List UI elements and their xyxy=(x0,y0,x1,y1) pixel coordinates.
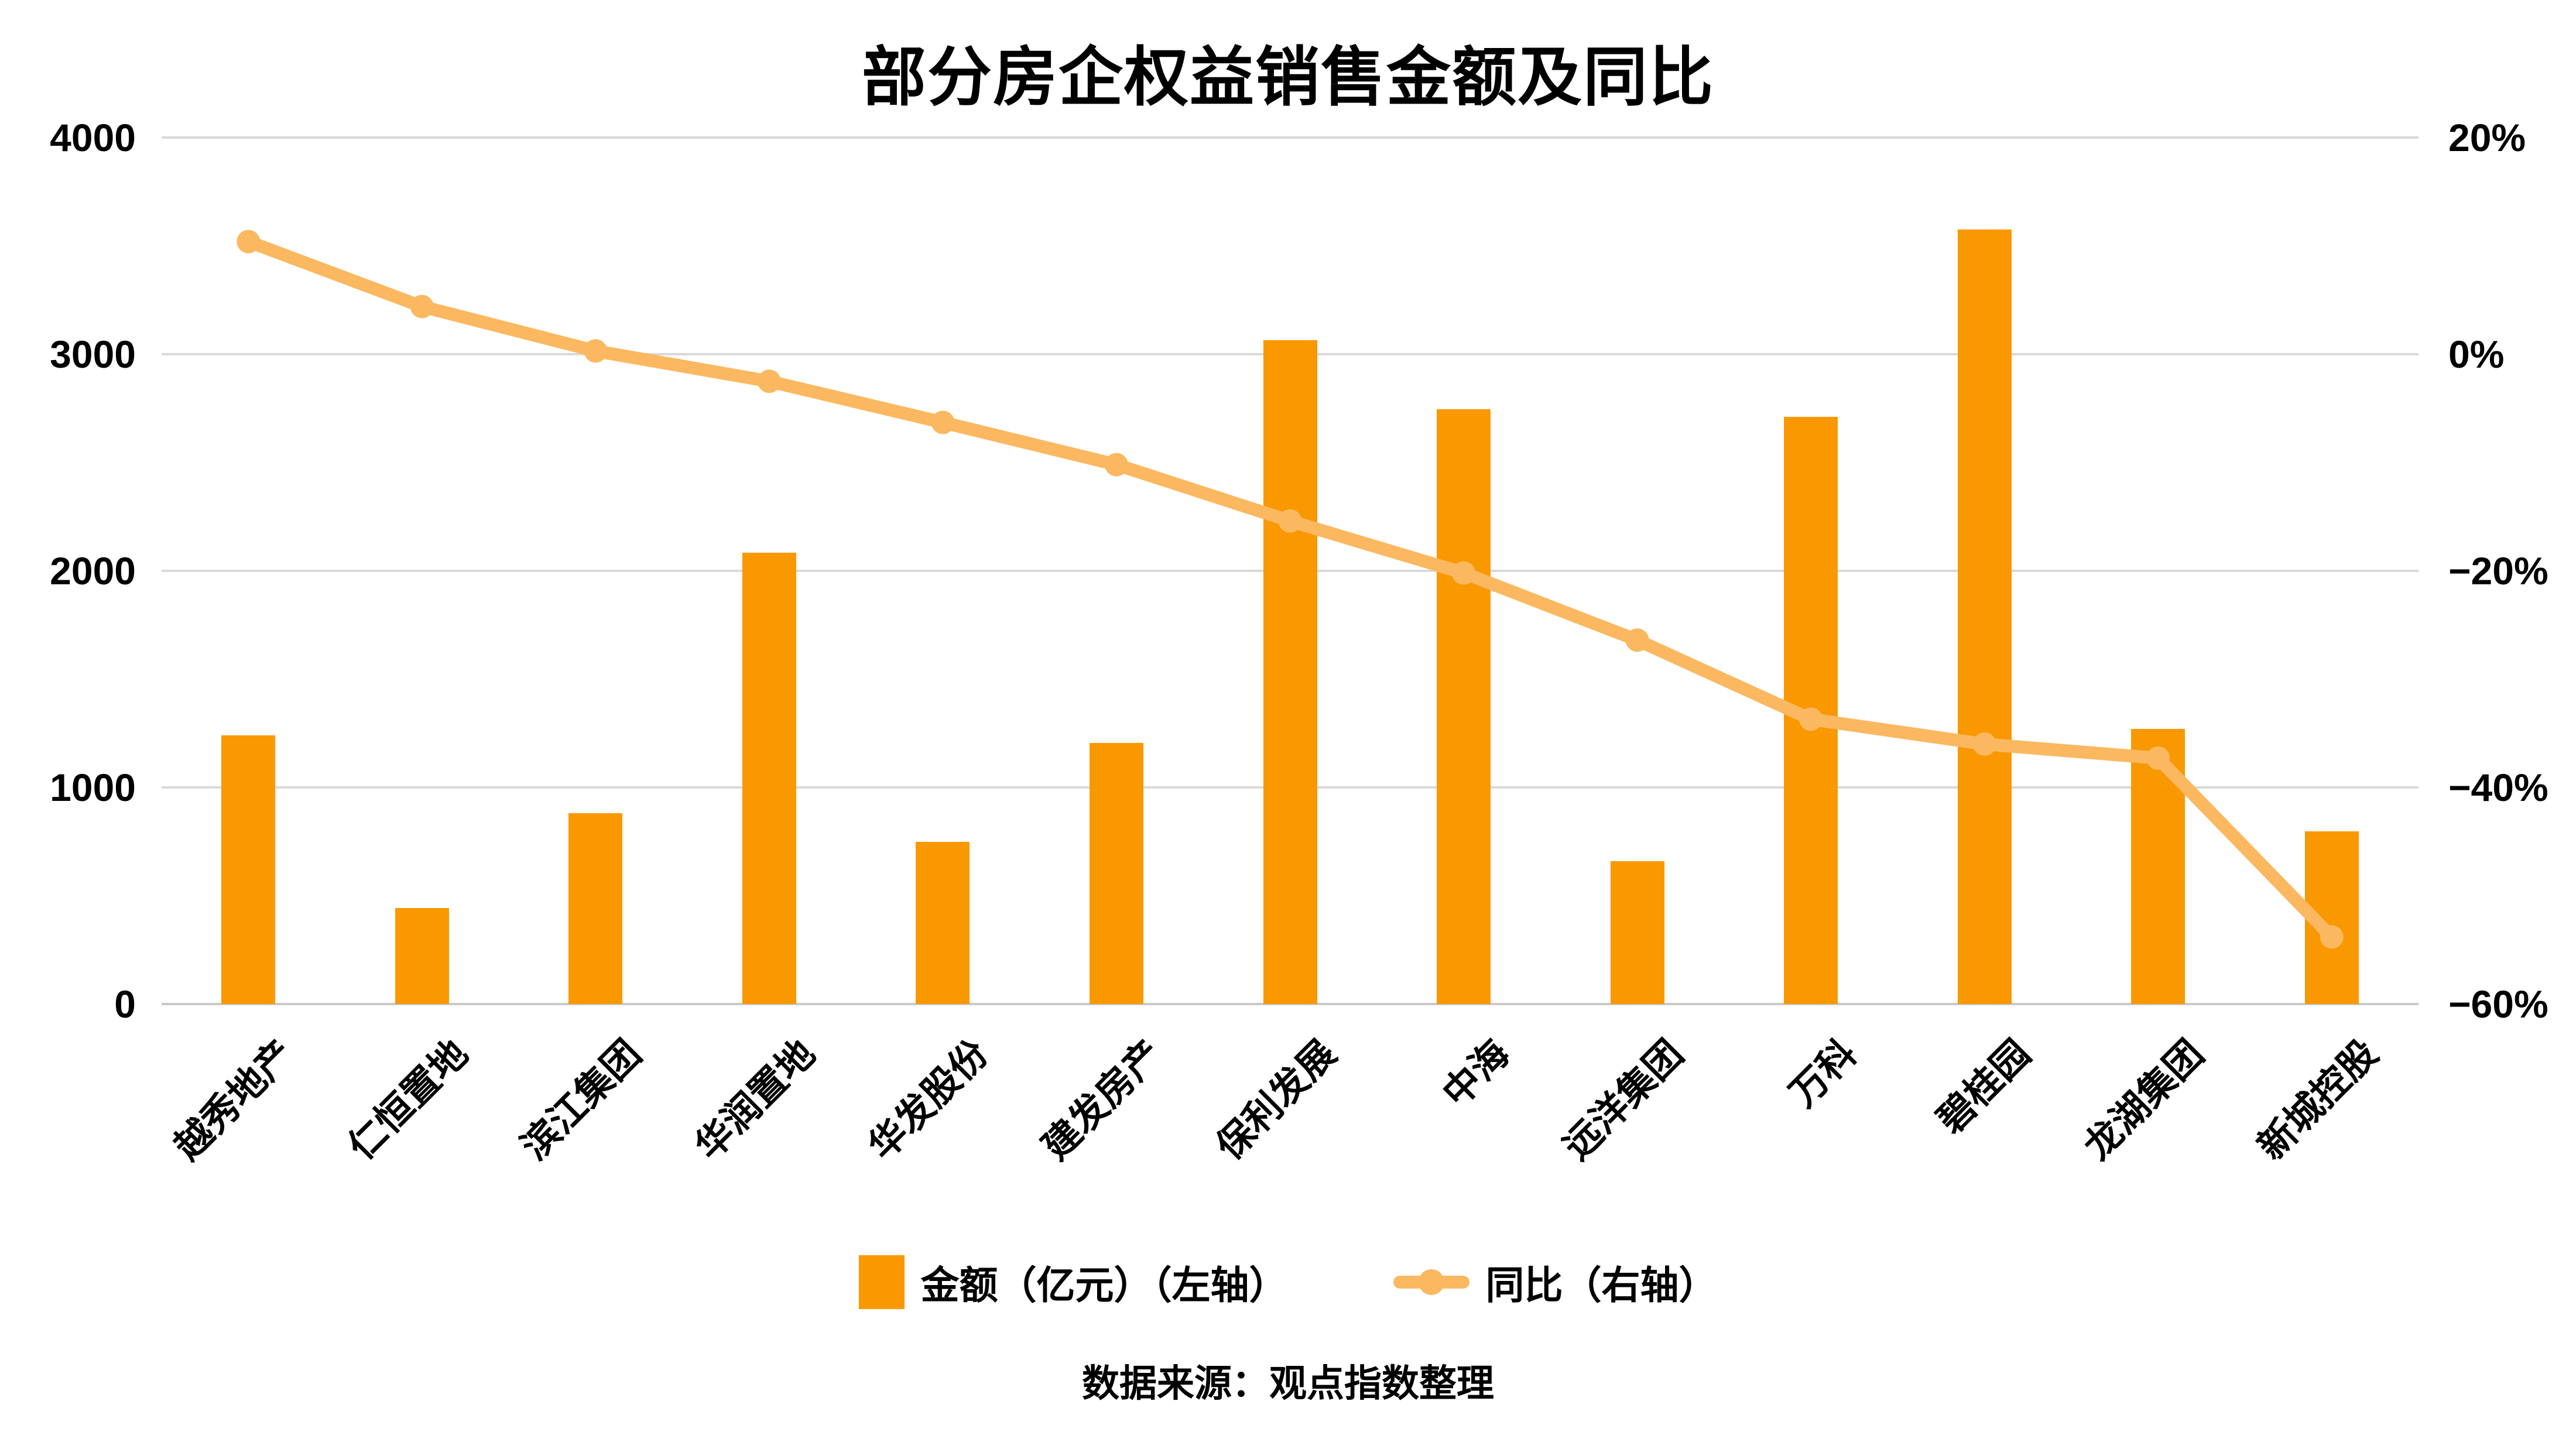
bar xyxy=(1957,229,2012,1004)
line-marker xyxy=(1105,453,1128,477)
category-label: 远洋集团 xyxy=(1555,1032,1691,1168)
bar xyxy=(1089,743,1143,1004)
y-axis-right-tick: 0% xyxy=(2448,333,2505,376)
bar xyxy=(2131,729,2186,1004)
y-axis-right-tick: −20% xyxy=(2448,549,2548,592)
category-label: 华发股份 xyxy=(861,1032,996,1168)
line-marker xyxy=(757,369,781,393)
y-axis-left-tick: 2000 xyxy=(50,549,136,592)
bar xyxy=(916,841,970,1004)
category-label: 新城控股 xyxy=(2249,1032,2386,1168)
category-label: 中海 xyxy=(1434,1032,1517,1115)
category-label: 龙湖集团 xyxy=(2075,1032,2212,1168)
bar-swatch-icon xyxy=(858,1255,905,1309)
category-label: 滨江集团 xyxy=(513,1032,649,1168)
legend-item-bar: 金额（亿元）（左轴） xyxy=(858,1254,1288,1310)
bar xyxy=(1263,340,1317,1004)
bar xyxy=(2304,831,2359,1004)
line-marker-dot-icon xyxy=(1418,1269,1444,1295)
y-axis-right-tick: 20% xyxy=(2448,116,2526,159)
bar xyxy=(742,552,796,1004)
category-label: 越秀地产 xyxy=(166,1032,302,1168)
bar xyxy=(1437,409,1491,1004)
line-marker xyxy=(410,294,434,318)
source-note: 数据来源：观点指数整理 xyxy=(1082,1362,1494,1405)
bar xyxy=(1784,417,1838,1004)
gridline xyxy=(162,136,2419,139)
gridline xyxy=(162,1003,2419,1005)
legend-bar-label: 金额（亿元）（左轴） xyxy=(920,1263,1288,1307)
line-marker xyxy=(1625,628,1649,652)
category-label: 碧桂园 xyxy=(1928,1032,2039,1142)
line-marker xyxy=(237,229,261,254)
category-label: 万科 xyxy=(1782,1032,1865,1115)
legend: 金额（亿元）（左轴） 同比（右轴） xyxy=(0,1254,2576,1310)
category-label: 华润置地 xyxy=(687,1032,823,1168)
legend-line-label: 同比（右轴） xyxy=(1485,1263,1718,1307)
y-axis-right-tick: −40% xyxy=(2448,766,2548,809)
bar xyxy=(568,813,623,1004)
y-axis-left-tick: 0 xyxy=(114,982,136,1026)
line-marker xyxy=(931,410,955,434)
line-marker xyxy=(584,339,608,363)
category-label: 建发房产 xyxy=(1034,1032,1170,1168)
y-axis-right-tick: −60% xyxy=(2448,982,2548,1026)
legend-item-line: 同比（右轴） xyxy=(1393,1254,1718,1310)
chart-title: 部分房企权益销售金额及同比 xyxy=(862,42,1714,114)
bar xyxy=(221,735,276,1004)
bar xyxy=(1610,861,1664,1004)
y-axis-left-tick: 4000 xyxy=(50,116,136,159)
bar xyxy=(395,908,449,1004)
line-marker-swatch-icon xyxy=(1393,1269,1469,1295)
y-axis-left-tick: 3000 xyxy=(50,333,136,376)
category-label: 仁恒置地 xyxy=(340,1032,476,1168)
y-axis-left-tick: 1000 xyxy=(50,766,136,809)
category-label: 保利发展 xyxy=(1208,1032,1344,1168)
